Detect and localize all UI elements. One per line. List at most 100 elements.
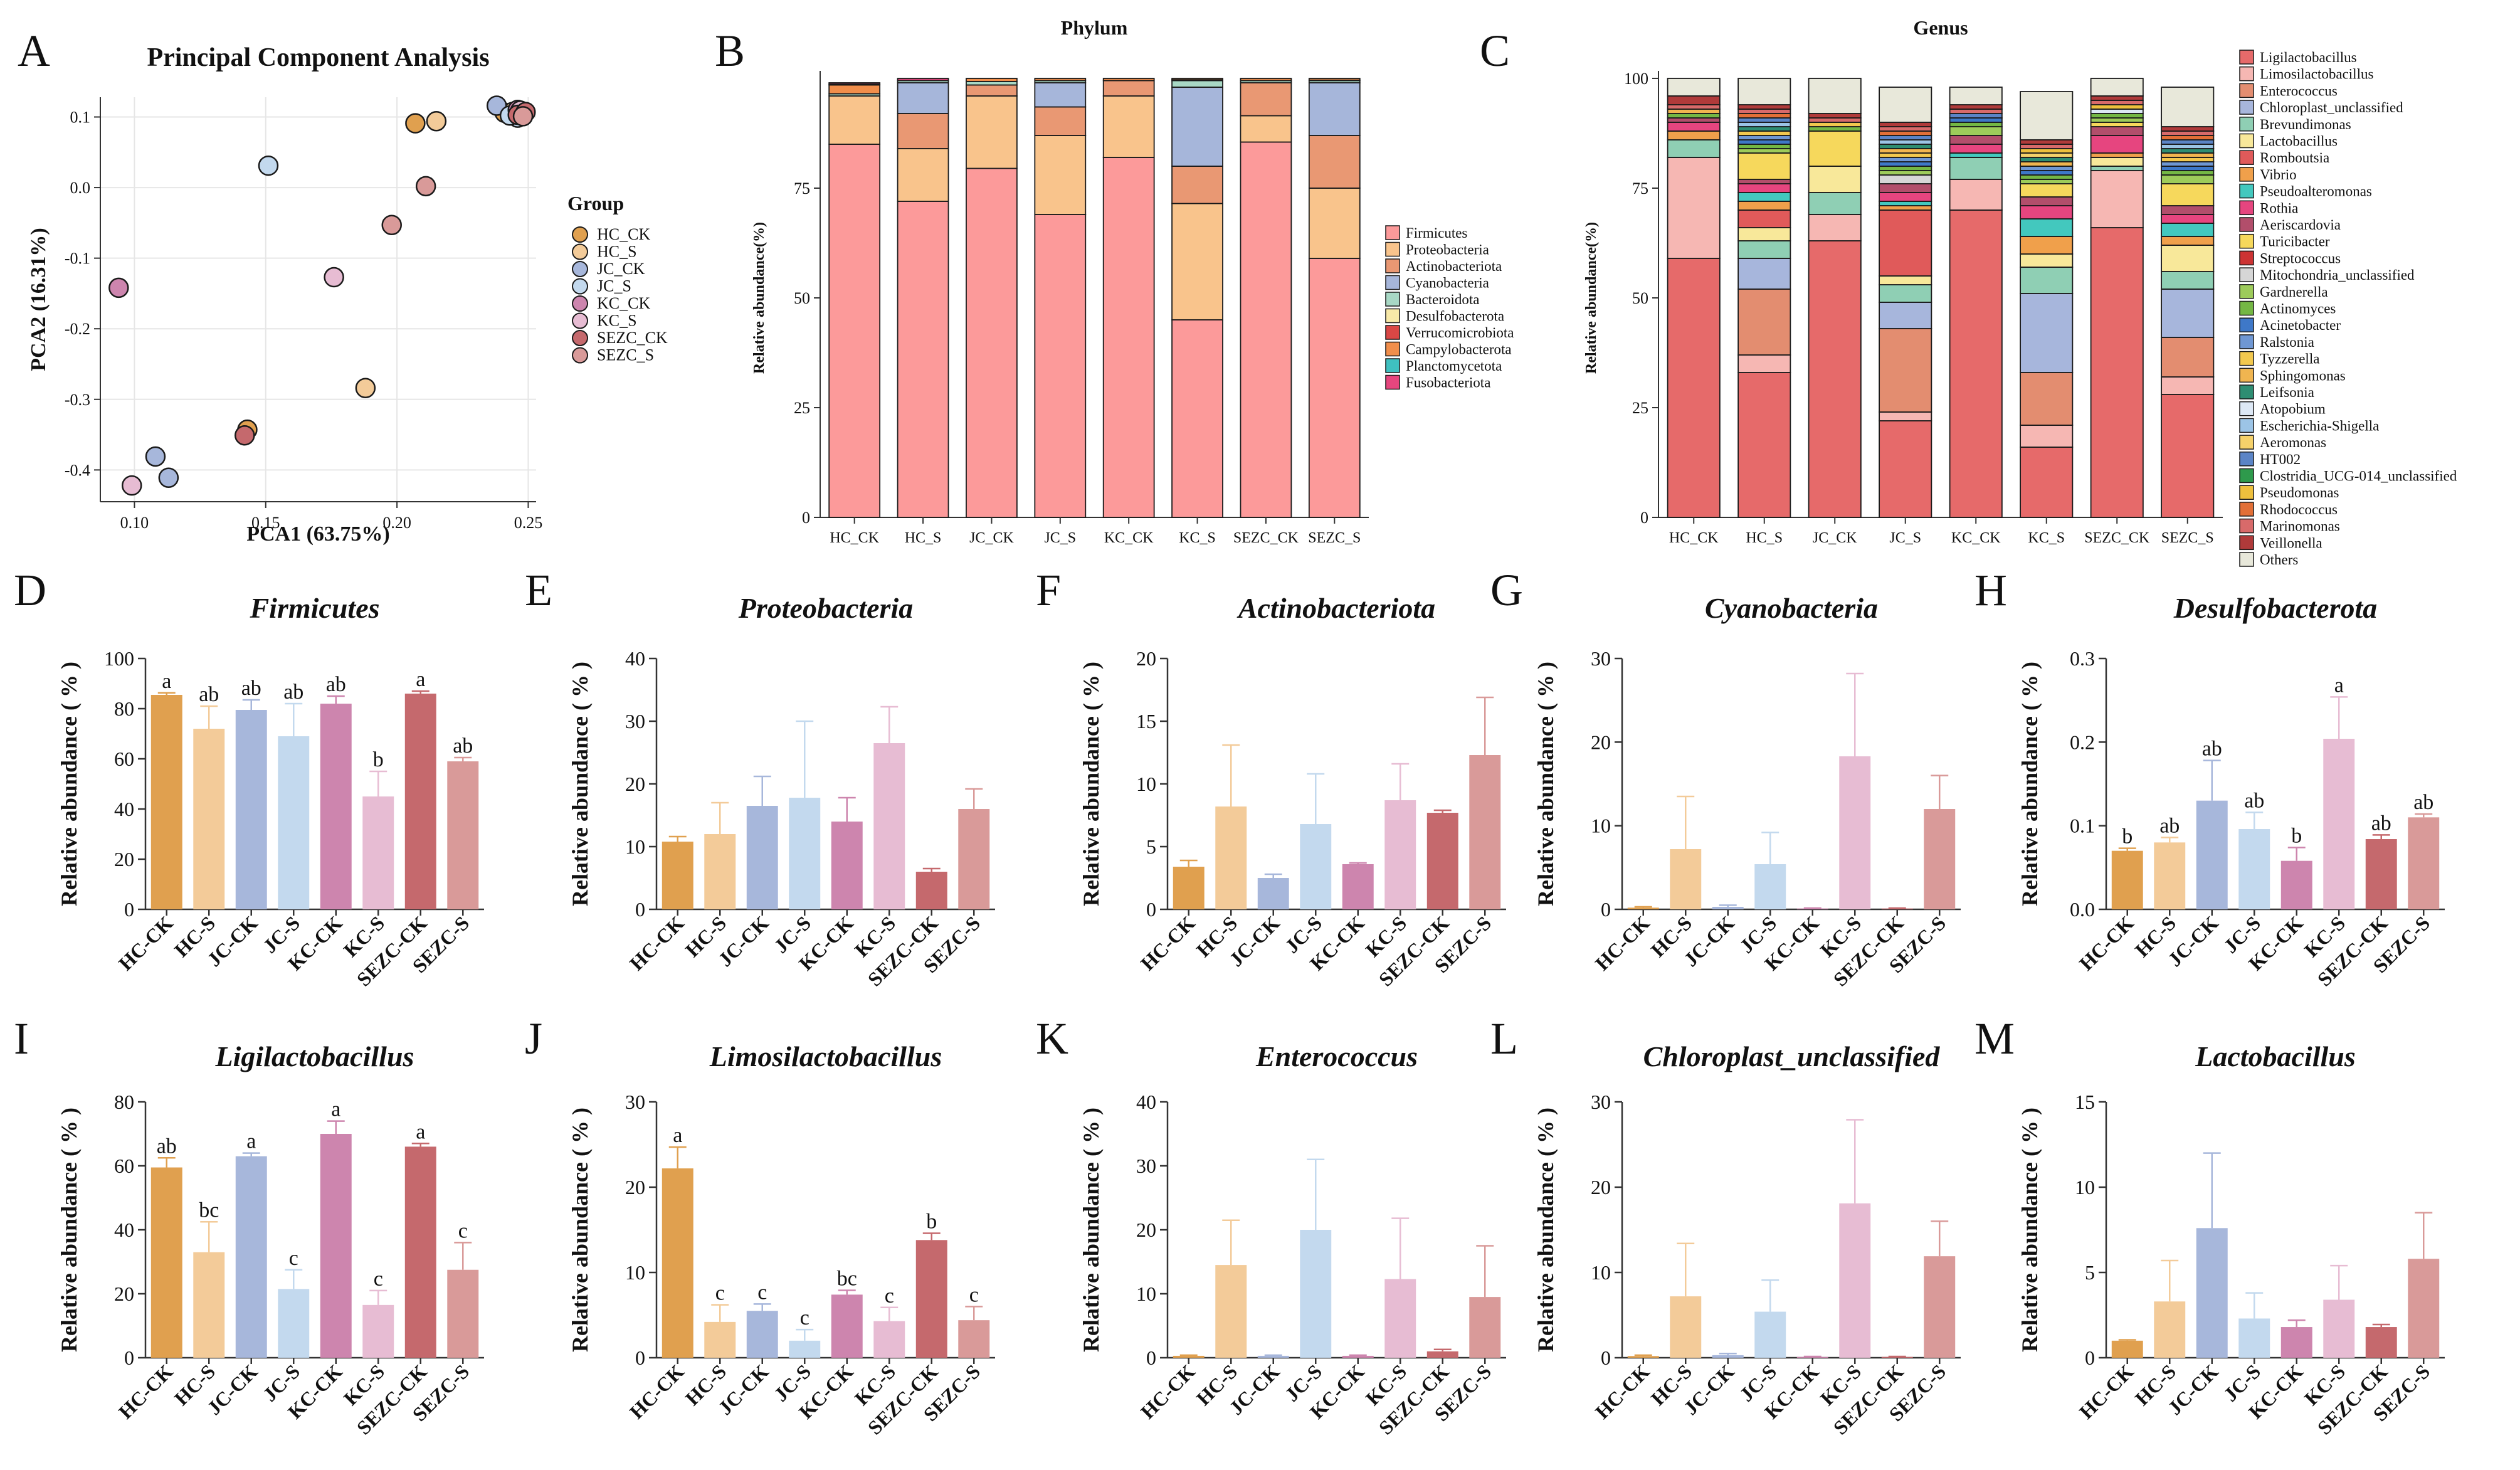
stack-segment — [1879, 302, 1932, 329]
stack-segment — [1879, 152, 1932, 158]
bar — [2408, 1259, 2440, 1358]
y-tick-label: 80 — [114, 1091, 134, 1113]
legend-swatch — [2239, 83, 2254, 98]
stack-segment — [828, 144, 881, 518]
y-axis-label: PCA2 (16.31%) — [27, 228, 50, 371]
stack-segment — [1949, 157, 2003, 180]
stack-segment — [1308, 135, 1361, 189]
legend-label: KC_S — [597, 312, 637, 330]
stack-segment — [2090, 108, 2144, 114]
bar — [1384, 1279, 1416, 1358]
stack-segment — [897, 113, 949, 149]
bar — [746, 806, 778, 909]
legend-label: Clostridia_UCG-014_unclassified — [2260, 468, 2457, 484]
stack-segment — [2020, 91, 2074, 140]
bar — [2154, 842, 2186, 909]
bar — [1384, 800, 1416, 909]
y-tick-label: 60 — [114, 1155, 134, 1177]
legend-label: Veillonella — [2260, 535, 2322, 551]
stack-segment — [1808, 78, 1862, 114]
stack-segment — [966, 167, 1018, 518]
significance-label: b — [926, 1210, 937, 1233]
x-tick-label: 0.15 — [251, 514, 280, 532]
legend-label: Ligilactobacillus — [2260, 50, 2357, 65]
panel-letter: M — [1974, 1013, 2015, 1064]
pca-point-kc-ck — [108, 277, 129, 299]
stack-segment — [1879, 174, 1932, 184]
legend-label: Tyzzerella — [2260, 351, 2319, 367]
pca-point-sezc-s — [512, 106, 534, 127]
stack-segment — [2161, 183, 2215, 206]
legend-label: Campylobacterota — [1406, 342, 1512, 357]
legend-marker — [572, 243, 588, 260]
legend-label: HC_CK — [597, 225, 650, 243]
y-tick-label: 50 — [794, 289, 810, 307]
y-tick-label: 0 — [1601, 898, 1611, 921]
bar — [1670, 849, 1702, 909]
significance-label: c — [458, 1219, 468, 1242]
x-axis-label: PCA1 (63.75%) — [246, 522, 390, 546]
bar — [1796, 1356, 1828, 1358]
bar — [746, 1311, 778, 1358]
y-tick-label: 15 — [1136, 710, 1156, 732]
chart-title: Limosilactobacillus — [709, 1040, 942, 1072]
bar — [2280, 860, 2312, 909]
legend-marker — [572, 330, 588, 346]
stack-segment — [966, 95, 1018, 169]
stack-segment — [2020, 139, 2074, 145]
bar — [2323, 1299, 2355, 1358]
stack-segment — [1879, 183, 1932, 193]
x-tick-label: HC_CK — [830, 530, 879, 546]
y-tick-label: 0 — [124, 1346, 134, 1369]
stack-segment — [2020, 372, 2074, 426]
legend-label: Marinomonas — [2260, 519, 2340, 534]
stack-segment — [2020, 148, 2074, 154]
x-tick-label: SEZC_S — [2161, 530, 2214, 546]
y-tick-label: 25 — [794, 399, 810, 417]
y-tick-label: 0 — [124, 898, 134, 921]
stack-segment — [2161, 161, 2215, 167]
legend-label: Firmicutes — [1406, 225, 1467, 241]
panel-d: D Firmicutes Relative abundance ( % ) 0 20 40… — [14, 565, 484, 991]
stack-segment — [1879, 275, 1932, 285]
x-tick-label: KC_CK — [1951, 530, 2001, 546]
panel-i: I Ligilactobacillus Relative abundance ( %… — [14, 1013, 484, 1439]
panel-m: M Lactobacillus Relative abundance ( % ) 0 5… — [1974, 1013, 2445, 1439]
bar — [447, 761, 479, 909]
bar — [1712, 907, 1744, 909]
significance-label: bc — [837, 1267, 857, 1291]
y-tick-label: 20 — [1136, 647, 1156, 670]
pca-point-hc-s — [355, 378, 376, 399]
legend-label: Brevundimonas — [2260, 117, 2351, 132]
bar — [831, 1294, 863, 1358]
bar — [789, 1340, 821, 1358]
significance-label: ab — [241, 677, 261, 700]
significance-label: a — [246, 1130, 256, 1153]
panel-g: G Cyanobacteria Relative abundance ( % ) 0 1… — [1490, 565, 1961, 991]
y-tick-label: 30 — [1591, 1091, 1611, 1113]
chart-title: Actinobacteriota — [1236, 592, 1435, 624]
legend-marker — [572, 226, 588, 243]
y-tick-label: 0.0 — [70, 179, 91, 197]
stack-segment — [897, 148, 949, 202]
stack-segment — [2090, 113, 2144, 119]
stack-segment — [1879, 144, 1932, 149]
x-tick-label: KC_S — [1179, 530, 1216, 546]
panel-letter: E — [525, 565, 552, 615]
stack-segment — [1667, 108, 1721, 114]
chart-title: Lactobacillus — [2195, 1040, 2356, 1072]
legend-label: JC_S — [597, 277, 631, 295]
legend-label: Leifsonia — [2260, 384, 2314, 400]
stack-segment — [1808, 192, 1862, 215]
stack-segment — [897, 82, 949, 114]
stack-segment — [1879, 420, 1932, 518]
y-tick-label: 0 — [635, 898, 645, 921]
significance-label: b — [2291, 824, 2302, 847]
y-axis-label: Relative abundance ( % ) — [1078, 662, 1104, 906]
legend-label: Rothia — [2260, 200, 2298, 216]
stack-segment — [2161, 130, 2215, 136]
stack-segment — [1737, 144, 1791, 149]
stack-segment — [1737, 122, 1791, 127]
y-tick-label: 0.0 — [2070, 898, 2095, 921]
stack-segment — [1737, 288, 1791, 356]
